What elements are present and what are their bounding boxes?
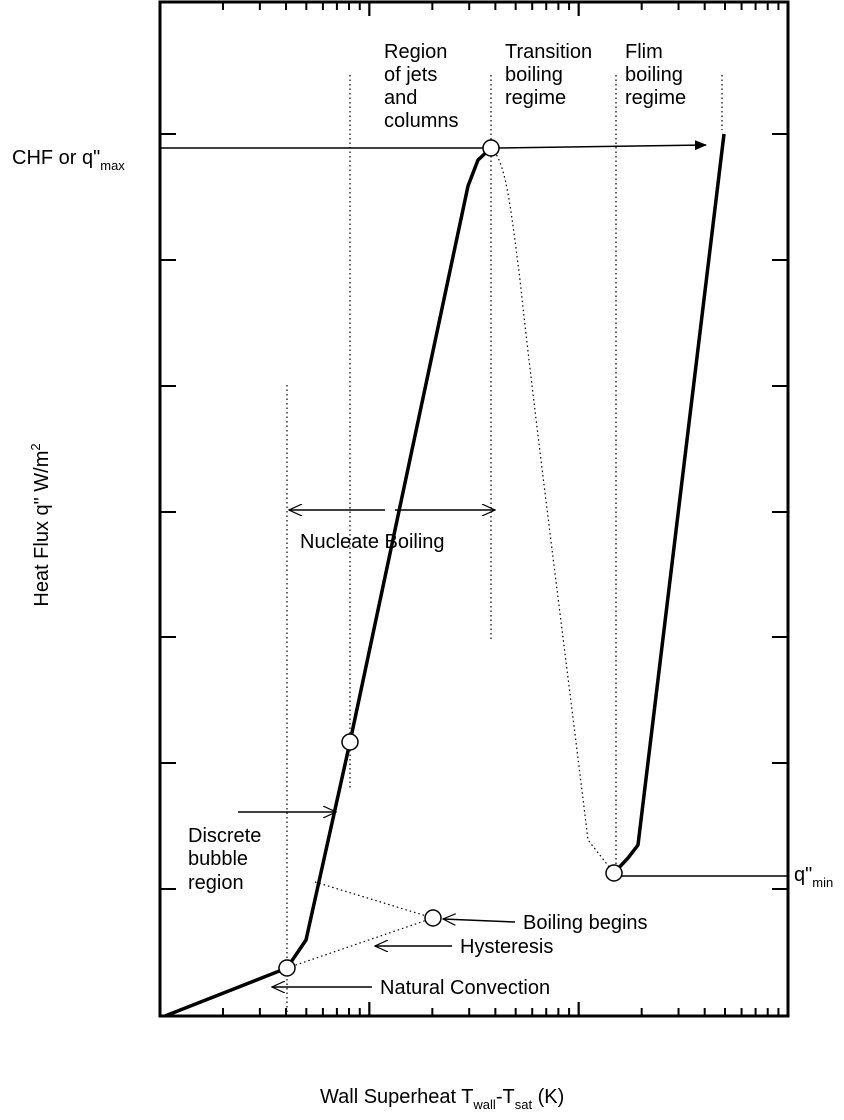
region-film-label: Flim boiling regime xyxy=(625,41,688,109)
marker-chf xyxy=(482,139,500,157)
boiling-begins-label: Boiling begins xyxy=(523,912,648,934)
region-transition-label: Transition boiling regime xyxy=(505,41,598,109)
hysteresis-label: Hysteresis xyxy=(460,936,553,958)
boiling-curve-film xyxy=(612,133,726,875)
boiling-begins-arrow xyxy=(443,919,516,922)
marker-discrete-bubble xyxy=(341,733,359,751)
region-discrete-label: Discrete bubble region xyxy=(188,825,267,894)
marker-natural-convection xyxy=(278,959,296,977)
film-arrow xyxy=(498,140,707,151)
curve-markers xyxy=(278,139,623,977)
x-axis-label: Wall Superheat Twall-Tsat (K) xyxy=(320,1086,564,1112)
y-axis-label: Heat Flux q" W/m2 xyxy=(28,443,53,606)
region-boundaries xyxy=(286,75,723,1016)
axis-ticks xyxy=(159,2,789,1016)
hysteresis-lower xyxy=(286,917,434,969)
marker-boiling-begins xyxy=(424,909,442,927)
plot-frame xyxy=(158,0,790,1018)
transition-curve xyxy=(286,147,615,969)
natural-convection-label: Natural Convection xyxy=(380,977,550,999)
region-nucleate-label: Nucleate Boiling xyxy=(300,531,445,553)
hysteresis-upper xyxy=(314,881,434,919)
chf-label: CHF or q"max xyxy=(12,147,125,173)
marker-qmin xyxy=(605,864,623,882)
annotation-arrows xyxy=(160,140,788,987)
region-jets-label: Region of jets and columns xyxy=(384,41,458,132)
qmin-label: q"min xyxy=(794,864,833,890)
